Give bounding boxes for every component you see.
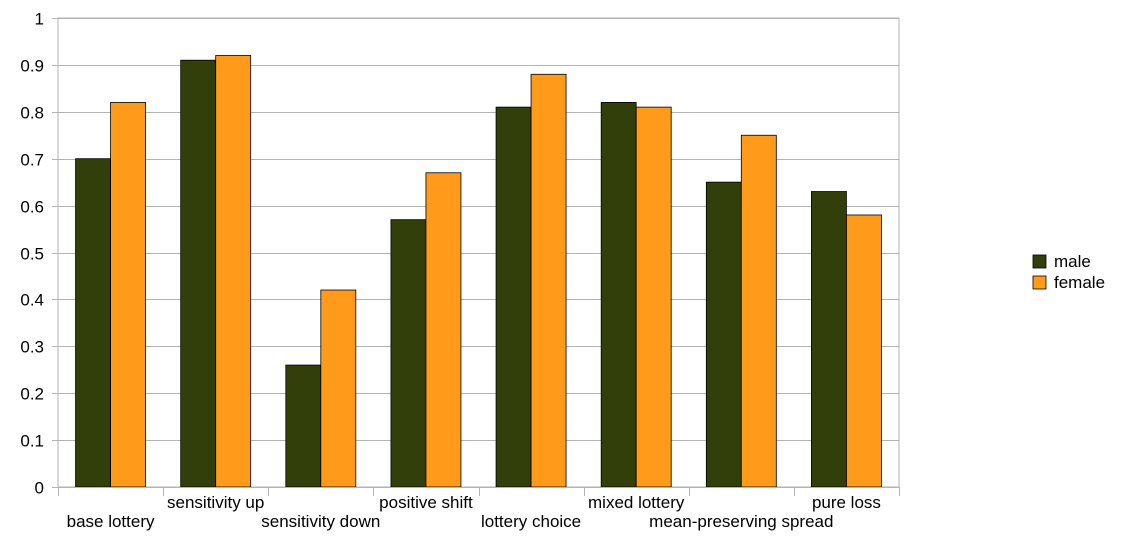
bar-female-0 bbox=[110, 102, 146, 488]
y-tick-labels: 0 0.1 0.2 0.3 0.4 0.5 0.6 0.7 0.8 0.9 1 bbox=[20, 10, 44, 498]
bar-female-5 bbox=[635, 106, 672, 488]
bar-male-6 bbox=[705, 181, 742, 488]
x-category-label: mean-preserving spread bbox=[649, 512, 833, 531]
y-tick-label: 0.8 bbox=[20, 104, 44, 123]
y-tick-label: 0.6 bbox=[20, 198, 44, 217]
bar-male-7 bbox=[811, 191, 847, 488]
bar-female-3 bbox=[425, 172, 462, 488]
legend: male female bbox=[1032, 252, 1105, 292]
bar-female-6 bbox=[740, 134, 777, 488]
axes bbox=[52, 18, 900, 496]
y-tick-label: 0.5 bbox=[20, 245, 44, 264]
legend-label-female: female bbox=[1054, 273, 1105, 292]
y-tick-label: 1 bbox=[35, 10, 44, 29]
x-category-label: pure loss bbox=[812, 493, 881, 512]
legend-swatch-female bbox=[1032, 275, 1047, 290]
legend-swatch-male bbox=[1032, 254, 1047, 269]
y-tick-label: 0 bbox=[35, 479, 44, 498]
x-category-label: sensitivity down bbox=[261, 512, 380, 531]
y-tick-label: 0.4 bbox=[20, 291, 44, 310]
bar-male-5 bbox=[600, 102, 637, 488]
x-category-label: lottery choice bbox=[481, 512, 581, 531]
y-tick-label: 0.3 bbox=[20, 338, 44, 357]
bar-male-1 bbox=[180, 59, 217, 488]
bar-female-2 bbox=[320, 289, 357, 488]
bar-male-0 bbox=[75, 158, 111, 488]
y-tick-label: 0.2 bbox=[20, 385, 44, 404]
x-category-label: positive shift bbox=[379, 493, 473, 512]
bars bbox=[75, 55, 882, 488]
bar-male-2 bbox=[285, 364, 322, 488]
y-tick-label: 0.1 bbox=[20, 432, 44, 451]
bar-male-3 bbox=[390, 219, 427, 488]
x-category-label: base lottery bbox=[67, 512, 155, 531]
y-tick-label: 0.7 bbox=[20, 151, 44, 170]
legend-label-male: male bbox=[1054, 252, 1091, 271]
bar-female-1 bbox=[215, 55, 252, 488]
x-category-label: mixed lottery bbox=[588, 493, 685, 512]
bar-female-4 bbox=[530, 73, 567, 488]
x-category-label: sensitivity up bbox=[167, 493, 264, 512]
bar-female-7 bbox=[846, 214, 882, 488]
y-tick-label: 0.9 bbox=[20, 57, 44, 76]
bar-male-4 bbox=[495, 106, 532, 488]
